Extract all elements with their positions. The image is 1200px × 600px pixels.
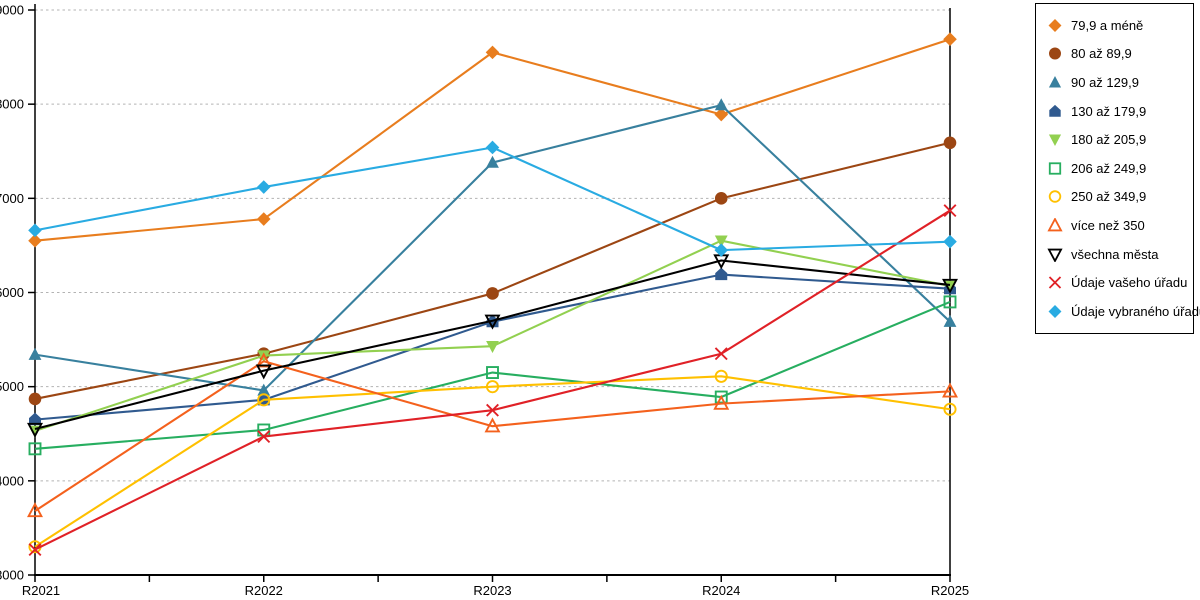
legend-item-vice-nez-350: více než 350 [1036,211,1193,240]
legend-item-udaje-vybraneho-uradu: Údaje vybraného úřadu [1036,297,1200,326]
marker-vice-nez-350-r2023 [484,417,501,433]
marker-udaje-vybraneho-uradu-r2023 [485,140,500,155]
legend-label-250-az-349-9: 250 až 349,9 [1071,189,1147,205]
y-tick-label: 5000 [0,379,24,394]
marker-vice-nez-350-r2025 [942,382,958,398]
chart-legend: 79,9 a méně 80 až 89,9 90 až 129,9 130 až 1… [1035,3,1200,334]
marker-79-9-a-mene-r2023 [485,45,500,60]
legend-label-vsechna-mesta: všechna města [1071,246,1159,262]
y-tick-label: 9000 [0,3,24,18]
series-line-206-az-249-9 [34,300,951,450]
diamond-legend-icon [1048,304,1062,318]
marker-80-az-89-9-r2024 [714,192,728,205]
legend-label-79-9-a-mene: 79,9 a méně [1071,17,1144,33]
marker-vice-nez-350-r2022 [255,352,272,368]
legend-label-vice-nez-350: více než 350 [1071,217,1145,233]
marker-250-az-349-9-r2025 [943,402,957,416]
marker-udaje-vaseho-uradu-r2024 [714,347,728,361]
marker-79-9-a-mene-r2024 [714,107,729,122]
triangle-open-legend-icon [1047,217,1063,232]
series-line-250-az-349-9 [34,375,951,548]
marker-90-az-129-9-r2023 [486,155,499,168]
marker-90-az-129-9-r2025 [943,314,957,327]
circle-open-legend-icon [1048,190,1062,204]
marker-90-az-129-9-r2024 [714,98,728,111]
marker-udaje-vaseho-uradu-r2021 [28,543,42,557]
marker-udaje-vybraneho-uradu-r2025 [943,234,957,249]
series-line-vsechna-mesta [34,259,951,431]
legend-label-udaje-vaseho-uradu: Údaje vašeho úřadu [1071,275,1188,291]
marker-udaje-vybraneho-uradu-r2022 [256,180,271,194]
marker-79-9-a-mene-r2021 [28,233,42,248]
triangle-down-open-legend-icon [1047,248,1063,262]
marker-206-az-249-9-r2023 [486,366,499,379]
marker-80-az-89-9-r2023 [486,287,499,300]
marker-206-az-249-9-r2024 [714,390,728,404]
marker-180-az-205-9-r2023 [486,340,499,353]
legend-item-90-az-129-9: 90 až 129,9 [1036,68,1193,97]
series-line-79-9-a-mene [34,38,951,242]
marker-vice-nez-350-r2021 [27,502,43,518]
marker-udaje-vaseho-uradu-r2023 [486,403,499,417]
legend-label-180-az-205-9: 180 až 205,9 [1071,132,1147,148]
marker-udaje-vybraneho-uradu-r2024 [714,243,729,257]
marker-udaje-vaseho-uradu-r2022 [257,430,271,444]
x-tick-label: R2024 [702,583,740,598]
marker-80-az-89-9-r2025 [943,136,957,150]
legend-label-206-az-249-9: 206 až 249,9 [1071,160,1147,176]
y-tick-label: 6000 [0,285,24,300]
y-tick-label: 8000 [0,97,24,112]
marker-250-az-349-9-r2024 [714,369,728,383]
marker-vice-nez-350-r2024 [713,394,730,410]
legend-label-130-az-179-9: 130 až 179,9 [1071,103,1147,119]
legend-item-vsechna-mesta: všechna města [1036,240,1193,269]
marker-130-az-179-9-r2024 [715,267,728,281]
x-tick-label: R2023 [473,583,511,598]
legend-item-206-az-249-9: 206 až 249,9 [1036,154,1193,183]
marker-vsechna-mesta-r2021 [27,422,43,438]
legend-item-79-9-a-mene: 79,9 a méně [1036,11,1193,40]
legend-item-udaje-vaseho-uradu: Údaje vašeho úřadu [1036,268,1193,297]
marker-90-az-129-9-r2022 [257,383,271,396]
square-open-legend-icon [1048,162,1062,175]
legend-item-130-az-179-9: 130 až 179,9 [1036,97,1193,126]
marker-206-az-249-9-r2021 [28,442,42,456]
marker-vsechna-mesta-r2023 [484,314,501,330]
pentagon-legend-icon [1049,104,1061,117]
circle-legend-icon [1049,47,1061,60]
series-line-vice-nez-350 [34,360,951,512]
y-tick-label: 4000 [0,473,24,488]
y-tick-label: 7000 [0,191,24,206]
legend-label-90-az-129-9: 90 až 129,9 [1071,74,1139,90]
triangle-down-legend-icon [1048,134,1062,147]
x-tick-label: R2025 [931,583,969,598]
legend-label-80-az-89-9: 80 až 89,9 [1071,46,1132,62]
marker-250-az-349-9-r2023 [485,380,500,394]
x-tick-label: R2022 [245,583,283,598]
series-line-udaje-vaseho-uradu [34,209,951,551]
x-legend-icon [1048,276,1062,289]
marker-250-az-349-9-r2022 [257,393,271,407]
legend-item-80-az-89-9: 80 až 89,9 [1036,40,1193,69]
marker-180-az-205-9-r2024 [714,235,728,248]
y-tick-label: 3000 [0,568,24,583]
marker-vsechna-mesta-r2025 [942,278,958,294]
marker-206-az-249-9-r2025 [943,295,957,309]
diamond-legend-icon [1048,18,1062,32]
legend-item-250-az-349-9: 250 až 349,9 [1036,183,1193,212]
marker-udaje-vaseho-uradu-r2025 [943,204,957,218]
marker-80-az-89-9-r2021 [28,392,42,406]
marker-79-9-a-mene-r2022 [256,212,271,226]
marker-90-az-129-9-r2021 [28,347,42,360]
x-tick-label: R2021 [22,583,60,598]
triangle-legend-icon [1048,76,1062,88]
marker-130-az-179-9-r2021 [29,412,41,426]
marker-udaje-vybraneho-uradu-r2021 [28,223,42,238]
marker-vsechna-mesta-r2022 [255,364,272,380]
legend-label-udaje-vybraneho-uradu: Údaje vybraného úřadu [1071,303,1200,319]
marker-79-9-a-mene-r2025 [943,32,957,46]
legend-item-180-az-205-9: 180 až 205,9 [1036,125,1193,154]
